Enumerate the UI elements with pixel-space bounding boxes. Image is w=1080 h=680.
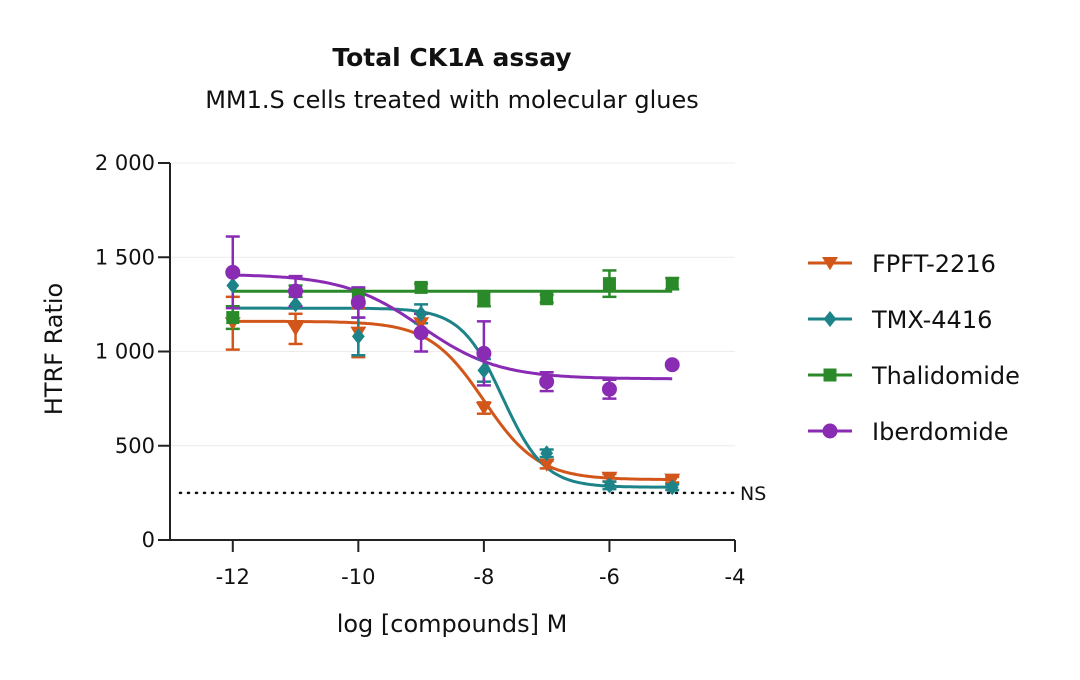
data-point-iberdomide xyxy=(601,381,617,397)
data-points xyxy=(224,264,681,496)
y-axis-label: HTRF Ratio xyxy=(40,283,68,415)
legend-marker-tmx-4416 xyxy=(823,311,837,327)
ns-reference-label: NS xyxy=(740,483,766,505)
legend-marker-fpft-2216 xyxy=(822,257,838,271)
fit-curves xyxy=(232,273,673,489)
x-axis-label: log [compounds] M xyxy=(337,610,568,638)
x-tick-label: -8 xyxy=(473,565,494,589)
y-tick-label: 1 500 xyxy=(95,245,155,269)
x-tick-label: -6 xyxy=(599,565,620,589)
y-tick-label: 2 000 xyxy=(95,151,155,175)
data-point-tmx-4416 xyxy=(540,445,554,462)
fit-curve-iberdomide xyxy=(232,273,673,381)
data-point-tmx-4416 xyxy=(665,479,679,496)
x-tick-label: -10 xyxy=(341,565,375,589)
x-tick-label: -12 xyxy=(216,565,250,589)
data-point-tmx-4416 xyxy=(414,305,428,322)
legend-label-fpft-2216: FPFT-2216 xyxy=(872,250,996,278)
y-tick-label: 1 000 xyxy=(95,340,155,364)
chart-title: Total CK1A assay xyxy=(332,43,571,72)
fit-curve-tmx-4416 xyxy=(232,306,673,489)
data-point-iberdomide xyxy=(288,283,304,299)
legend-label-thalidomide: Thalidomide xyxy=(871,362,1020,390)
legend-label-iberdomide: Iberdomide xyxy=(872,418,1009,446)
fit-curve-fpft-2216 xyxy=(232,319,673,481)
data-point-tmx-4416 xyxy=(226,277,240,294)
data-point-thalidomide xyxy=(414,280,428,294)
data-point-fpft-2216 xyxy=(413,317,430,331)
axes: 0 500 1 000 1 500 2 000 -12 -10 -8 -6 -4 xyxy=(95,151,746,589)
error-bars xyxy=(225,235,680,492)
legend-label-tmx-4416: TMX-4416 xyxy=(871,306,992,334)
data-point-iberdomide xyxy=(539,374,555,390)
legend-marker-iberdomide xyxy=(822,423,838,439)
legend-marker-thalidomide xyxy=(823,368,837,382)
data-point-tmx-4416 xyxy=(289,296,302,313)
data-point-thalidomide xyxy=(540,292,554,306)
y-tick-label: 0 xyxy=(142,528,155,552)
y-tick-label: 500 xyxy=(115,434,155,458)
reference-line-group: NS xyxy=(178,483,766,505)
data-point-thalidomide xyxy=(226,311,240,325)
data-point-fpft-2216 xyxy=(538,458,555,472)
data-point-iberdomide xyxy=(413,325,429,341)
grid-lines xyxy=(170,162,735,447)
data-point-tmx-4416 xyxy=(603,477,616,494)
x-tick-label: -4 xyxy=(725,565,746,589)
legend: FPFT-2216 TMX-4416 Thalidomide Iberdomide xyxy=(808,250,1020,446)
data-point-tmx-4416 xyxy=(351,328,365,345)
chart-subtitle: MM1.S cells treated with molecular glues xyxy=(205,86,699,114)
data-point-iberdomide xyxy=(664,357,680,373)
data-point-iberdomide xyxy=(350,294,366,310)
data-point-tmx-4416 xyxy=(477,362,491,379)
data-point-thalidomide xyxy=(477,292,491,306)
data-point-iberdomide xyxy=(225,264,241,280)
data-point-thalidomide xyxy=(665,277,679,291)
data-point-iberdomide xyxy=(476,345,492,361)
data-point-thalidomide xyxy=(602,277,616,291)
data-point-fpft-2216 xyxy=(287,322,304,337)
data-point-fpft-2216 xyxy=(475,402,492,416)
